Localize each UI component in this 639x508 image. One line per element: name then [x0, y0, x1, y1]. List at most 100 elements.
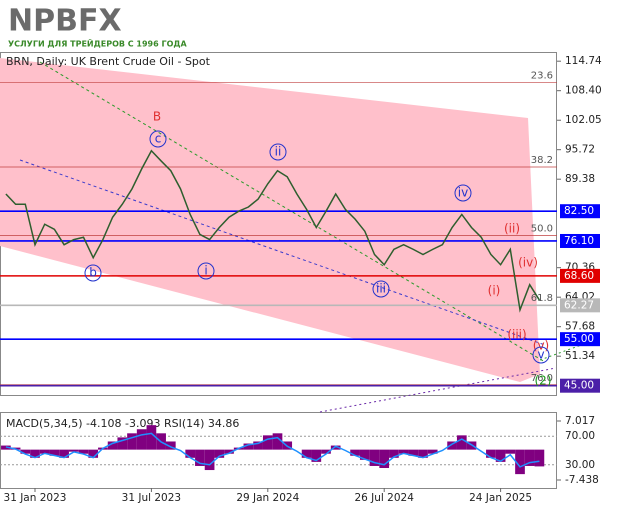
macd-bar [350, 449, 360, 456]
macd-bar [495, 449, 506, 462]
macd-bar [146, 425, 157, 450]
macd-bar [389, 449, 399, 458]
macd-bar [185, 449, 196, 458]
fib-label: 76.0 [531, 373, 553, 384]
wave-circle [454, 184, 472, 202]
macd-bar [59, 449, 69, 458]
wave-label: iv [458, 186, 468, 200]
y-tick-label: 95.72 [565, 144, 595, 156]
price-line [5, 149, 541, 313]
macd-bar [78, 449, 89, 454]
trend-line [19, 159, 546, 346]
fib-label: 61.8 [531, 293, 553, 304]
wave-label: (v) [533, 339, 549, 353]
wave-label: (ii) [504, 222, 520, 236]
wave-label: v [537, 348, 544, 362]
level-badge [560, 268, 600, 283]
macd-bar [20, 449, 31, 454]
macd-bar [515, 449, 525, 475]
x-tick-label: 31 Jul 2023 [122, 492, 181, 504]
rsi-line [5, 432, 540, 468]
macd-bar [311, 449, 322, 462]
macd-bar [68, 449, 79, 452]
x-tick-label: 29 Jan 2024 [236, 492, 299, 504]
indicator-panel [0, 412, 557, 489]
indicator-title: MACD(5,34,5) -4.108 -3.093 RSI(14) 34.86 [6, 417, 239, 430]
y2-tick-label: 30.00 [565, 459, 595, 471]
macd-bar [524, 449, 535, 466]
macd-bar [253, 441, 263, 450]
macd-bar [301, 449, 312, 458]
macd-bar [165, 441, 176, 450]
level-label: 76.10 [564, 235, 594, 247]
macd-bar [262, 435, 273, 450]
macd-bar [49, 449, 60, 456]
wave-label: i [204, 264, 207, 278]
macd-bar [505, 449, 516, 454]
macd-bar [88, 449, 99, 458]
macd-bar [486, 449, 496, 458]
macd-bar [107, 441, 118, 450]
level-badge [560, 233, 600, 248]
macd-bar [418, 449, 428, 458]
macd-bar [243, 443, 254, 450]
x-tick-label: 31 Jan 2023 [4, 492, 67, 504]
macd-bar [359, 449, 370, 460]
macd-bar [427, 449, 438, 454]
macd-bar [447, 441, 457, 450]
fib-label: 50.0 [531, 223, 553, 234]
wave-label: iii [376, 282, 386, 296]
y-tick-label: 114.74 [565, 55, 602, 67]
level-badge [560, 204, 600, 219]
trend-line [39, 61, 546, 363]
macd-bar [214, 449, 225, 458]
x-tick-label: 26 Jul 2024 [354, 492, 414, 504]
macd-bar [534, 449, 545, 467]
macd-bar [204, 449, 215, 471]
y-tick-label: 7.017 [565, 415, 595, 427]
macd-bar [127, 433, 137, 450]
macd-bar [117, 437, 128, 450]
x-tick-label: 24 Jan 2025 [469, 492, 532, 504]
macd-bar [408, 449, 419, 456]
y-tick-label: -7.438 [565, 474, 599, 486]
wave-label: b [89, 266, 97, 280]
level-label: 68.60 [564, 270, 594, 282]
wave-circle [197, 262, 215, 280]
y-tick-label: 108.40 [565, 85, 602, 97]
level-badge [560, 378, 600, 393]
brand-tagline: УСЛУГИ ДЛЯ ТРЕЙДЕРОВ С 1996 ГОДА [8, 38, 187, 49]
wave-label: (i) [488, 284, 501, 298]
channel [0, 58, 540, 382]
y-tick-label: 89.38 [565, 173, 595, 185]
wave-label: c [155, 132, 162, 146]
y-tick-label: 102.05 [565, 114, 602, 126]
level-badge [560, 332, 600, 347]
wave-circle [84, 264, 102, 282]
macd-bar [379, 449, 390, 469]
trend-line [319, 367, 557, 413]
macd-bar [195, 449, 205, 466]
chart-title: BRN, Daily: UK Brent Crude Oil - Spot [6, 55, 211, 68]
macd-bar [321, 449, 331, 454]
macd-bar [456, 435, 467, 450]
level-label: 82.50 [564, 205, 594, 217]
y2-tick-label: 70.00 [565, 430, 595, 442]
macd-bar [39, 449, 50, 454]
macd-bar [369, 449, 380, 466]
brand-logo: NPBFX [8, 4, 122, 39]
macd-bar [330, 445, 341, 450]
wave-label: (iii) [507, 328, 526, 342]
wave-circle [532, 346, 550, 364]
wave-label: (2) [535, 374, 552, 388]
fib-label: 23.6 [531, 70, 553, 81]
wave-circle [372, 280, 390, 298]
wave-circle [149, 130, 167, 148]
y-tick-label: 57.68 [565, 321, 595, 333]
fib-label: 38.2 [531, 155, 553, 166]
y-tick-label: 51.34 [565, 350, 595, 362]
wave-label: ii [275, 145, 282, 159]
level-label: 55.00 [564, 333, 594, 345]
wave-circle [269, 143, 287, 161]
